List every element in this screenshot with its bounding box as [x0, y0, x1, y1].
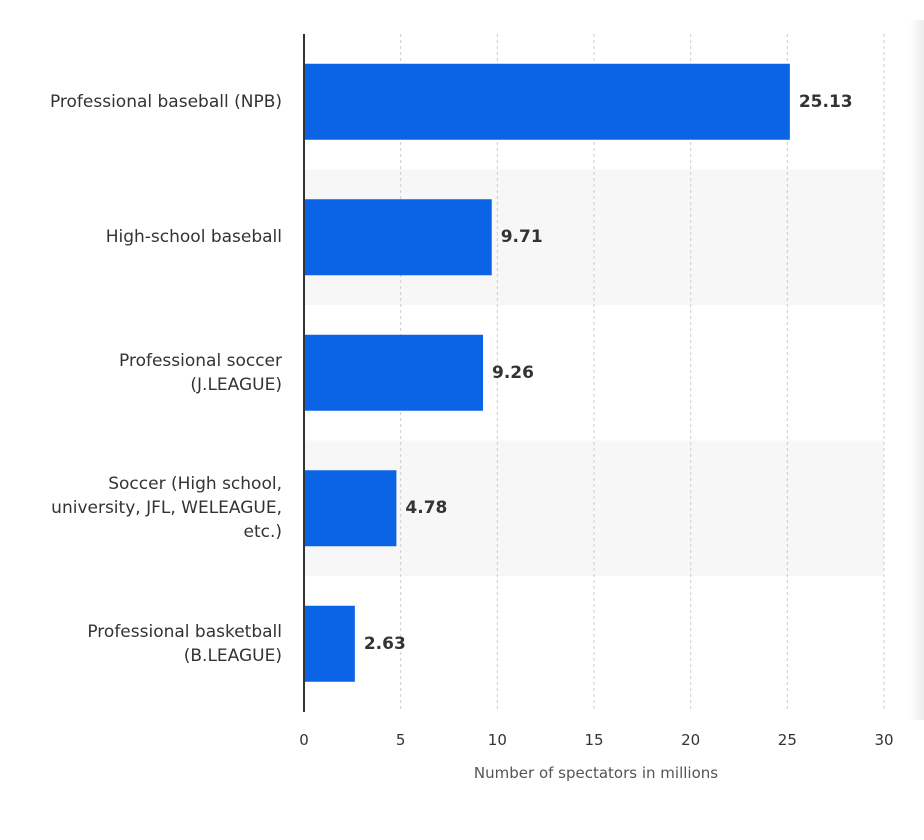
- category-label: Professional basketball (B.LEAGUE): [87, 621, 282, 666]
- value-label: 9.26: [492, 362, 534, 383]
- value-label: 4.78: [405, 498, 448, 519]
- x-tick-label: 25: [777, 731, 797, 749]
- x-axis-title: Number of spectators in millions: [473, 764, 719, 782]
- x-tick-label: 0: [299, 731, 309, 749]
- value-label: 9.71: [500, 227, 543, 248]
- bar-1: [304, 199, 492, 276]
- category-label: Soccer (High school, university, JFL, WEL…: [51, 474, 282, 543]
- category-label: Professional baseball (NPB): [49, 91, 282, 112]
- value-label: 25.13: [798, 91, 853, 112]
- x-tick-label: 5: [395, 731, 406, 749]
- bar-2: [304, 334, 484, 411]
- scroll-edge-shadow: [910, 20, 924, 720]
- category-label: High-school baseball: [105, 227, 282, 248]
- value-label: 2.63: [363, 633, 406, 654]
- x-tick-label: 15: [584, 731, 604, 749]
- bar-0: [304, 63, 790, 140]
- bar-3: [304, 470, 397, 547]
- category-label: Professional soccer (J.LEAGUE): [119, 350, 282, 395]
- x-tick-label: 30: [874, 731, 894, 749]
- x-tick-label: 10: [487, 731, 507, 749]
- x-tick-label: 20: [681, 731, 701, 749]
- bar-4: [304, 605, 355, 682]
